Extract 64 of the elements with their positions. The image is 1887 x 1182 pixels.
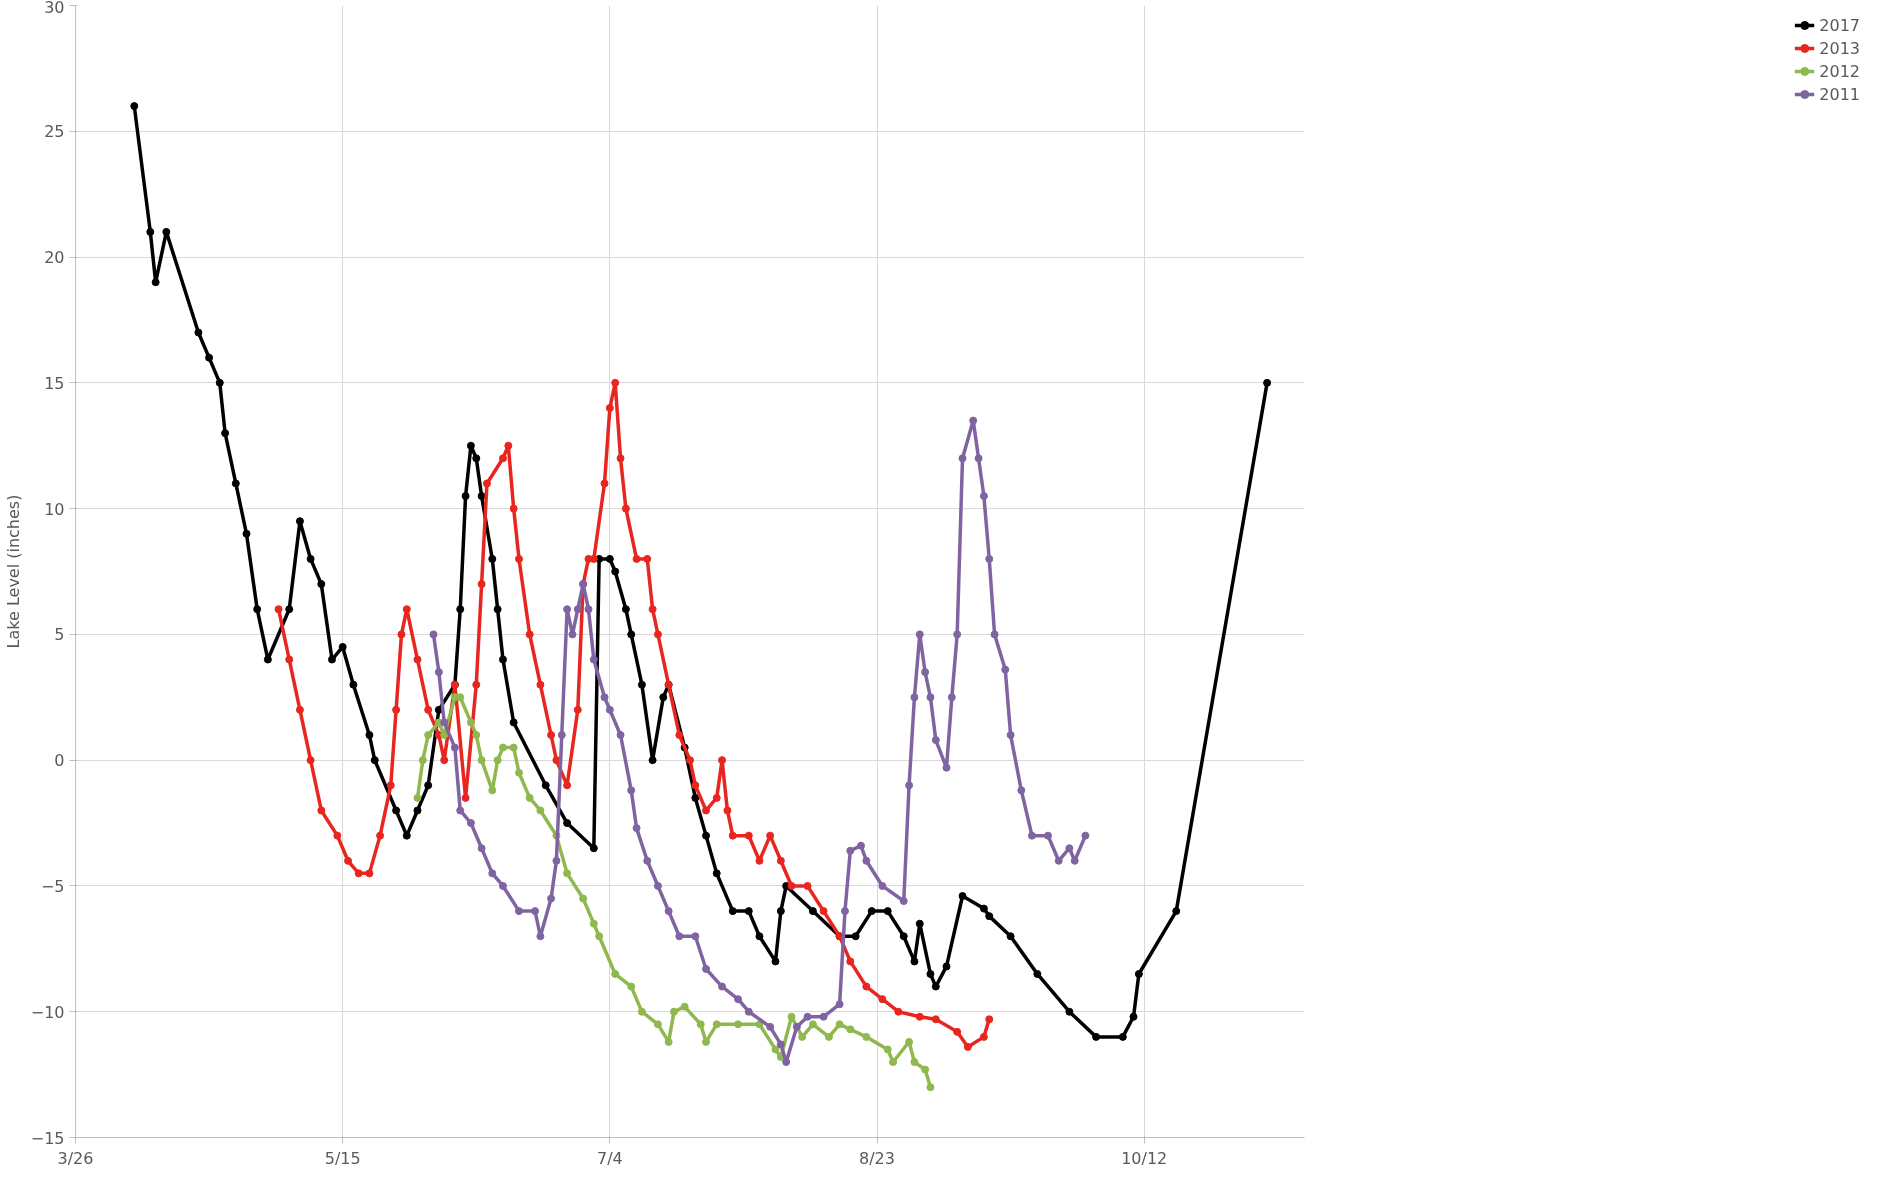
legend-label: 2013 — [1819, 38, 1860, 58]
y-tick-label: −10 — [30, 1002, 65, 1022]
x-tick-label: 8/23 — [859, 1148, 895, 1168]
point — [712, 1020, 721, 1029]
point — [771, 1045, 780, 1054]
point — [536, 806, 545, 815]
y-tick-label: −15 — [30, 1128, 65, 1148]
point — [595, 932, 604, 941]
y-tick-label: 25 — [44, 122, 65, 142]
y-tick-label: 30 — [44, 0, 65, 17]
point — [883, 1045, 892, 1054]
point — [653, 1020, 662, 1029]
legend-label: 2012 — [1819, 61, 1860, 81]
point — [905, 1037, 914, 1046]
point — [498, 743, 507, 752]
point — [413, 793, 422, 802]
point — [466, 718, 475, 727]
point — [696, 1020, 705, 1029]
x-tick-label: 10/12 — [1121, 1148, 1168, 1168]
point — [509, 743, 518, 752]
point — [611, 970, 620, 978]
point — [637, 1007, 646, 1016]
y-tick-label: 5 — [54, 625, 65, 645]
point — [835, 1020, 844, 1029]
point — [579, 894, 588, 903]
legend-label: 2011 — [1819, 84, 1860, 104]
point — [862, 1032, 871, 1041]
point — [424, 731, 433, 739]
point — [910, 1058, 919, 1067]
point — [798, 1032, 807, 1041]
point — [808, 1020, 817, 1029]
point — [488, 786, 497, 795]
point — [669, 1007, 678, 1016]
point — [563, 869, 572, 878]
point — [846, 1025, 855, 1034]
y-tick-label: 0 — [54, 751, 65, 771]
point — [627, 982, 636, 991]
point — [734, 1020, 743, 1029]
y-tick-label: 20 — [44, 248, 65, 268]
legend-label: 2017 — [1819, 15, 1860, 35]
x-tick-label: 7/4 — [596, 1148, 623, 1168]
point — [589, 919, 598, 928]
point — [824, 1032, 833, 1041]
point — [456, 693, 465, 702]
point — [926, 1083, 935, 1092]
point — [664, 1037, 673, 1046]
point — [418, 756, 427, 765]
point — [787, 1012, 796, 1021]
point — [472, 731, 481, 739]
point — [921, 1065, 930, 1074]
point — [755, 1020, 764, 1029]
point — [515, 768, 524, 777]
point — [525, 793, 534, 802]
x-tick-label: 5/15 — [324, 1148, 361, 1168]
point — [889, 1058, 898, 1067]
point — [440, 731, 449, 739]
y-tick-label: 10 — [44, 499, 65, 519]
y-tick-label: −5 — [40, 876, 65, 896]
point — [477, 756, 486, 765]
y-axis-title: Lake Level (inches) — [3, 494, 23, 649]
x-tick-label: 3/26 — [57, 1148, 94, 1168]
point — [493, 756, 502, 765]
y-tick-label: 15 — [44, 373, 65, 393]
point — [680, 1002, 689, 1011]
